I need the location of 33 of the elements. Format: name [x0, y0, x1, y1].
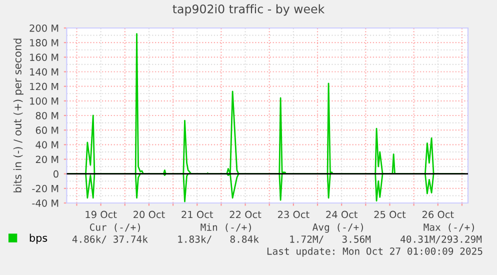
y-tick-label: 140 M [30, 68, 58, 76]
x-tick-label: 20 Oct [134, 210, 165, 218]
y-tick-label: 180 M [30, 39, 58, 46]
x-tick-label: 23 Oct [278, 210, 310, 218]
x-tick-label: 21 Oct [182, 210, 214, 218]
legend-label: bps [30, 234, 48, 244]
text: Avg (-/+) [312, 223, 363, 233]
y-tick-label: -40 M [32, 199, 58, 207]
y-tick-label: 20 M [36, 156, 58, 164]
y-tick-label: 80 M [36, 112, 58, 120]
y-axis-title: bits in (-) / out (+) per second [13, 38, 24, 192]
y-tick-label: 40 M [36, 141, 58, 148]
x-tick-label: 19 Oct [86, 210, 117, 218]
text: Last update: Mon Oct 27 01:00:09 2025 [267, 247, 482, 257]
x-tick-label: 24 Oct [326, 210, 358, 218]
text: Min (-/+) [200, 223, 251, 232]
text: Cur (-/+) [90, 223, 140, 232]
y-tick-label: 100 M [30, 97, 58, 105]
text: 4.86k/ 37.74k [72, 235, 148, 244]
y-tick-label: 200 M [30, 24, 58, 32]
y-tick-label: 60 M [36, 126, 58, 134]
x-tick-label: 22 Oct [230, 210, 262, 218]
chart-title: tap902i0 traffic - by week [172, 4, 325, 16]
y-tick-label: 120 M [30, 82, 58, 90]
text: 1.72M/ 3.56M [290, 235, 371, 244]
text: 40.31M/293.29M [400, 235, 482, 244]
y-tick-label: -20 M [32, 184, 58, 192]
y-tick-label: 0 [54, 170, 58, 178]
text: 1.83k/ 8.84k [178, 235, 259, 244]
y-tick-label: 160 M [30, 54, 58, 61]
x-tick-label: 25 Oct [374, 210, 406, 218]
text: Max (-/+) [424, 223, 474, 232]
x-tick-label: 26 Oct [422, 210, 454, 218]
